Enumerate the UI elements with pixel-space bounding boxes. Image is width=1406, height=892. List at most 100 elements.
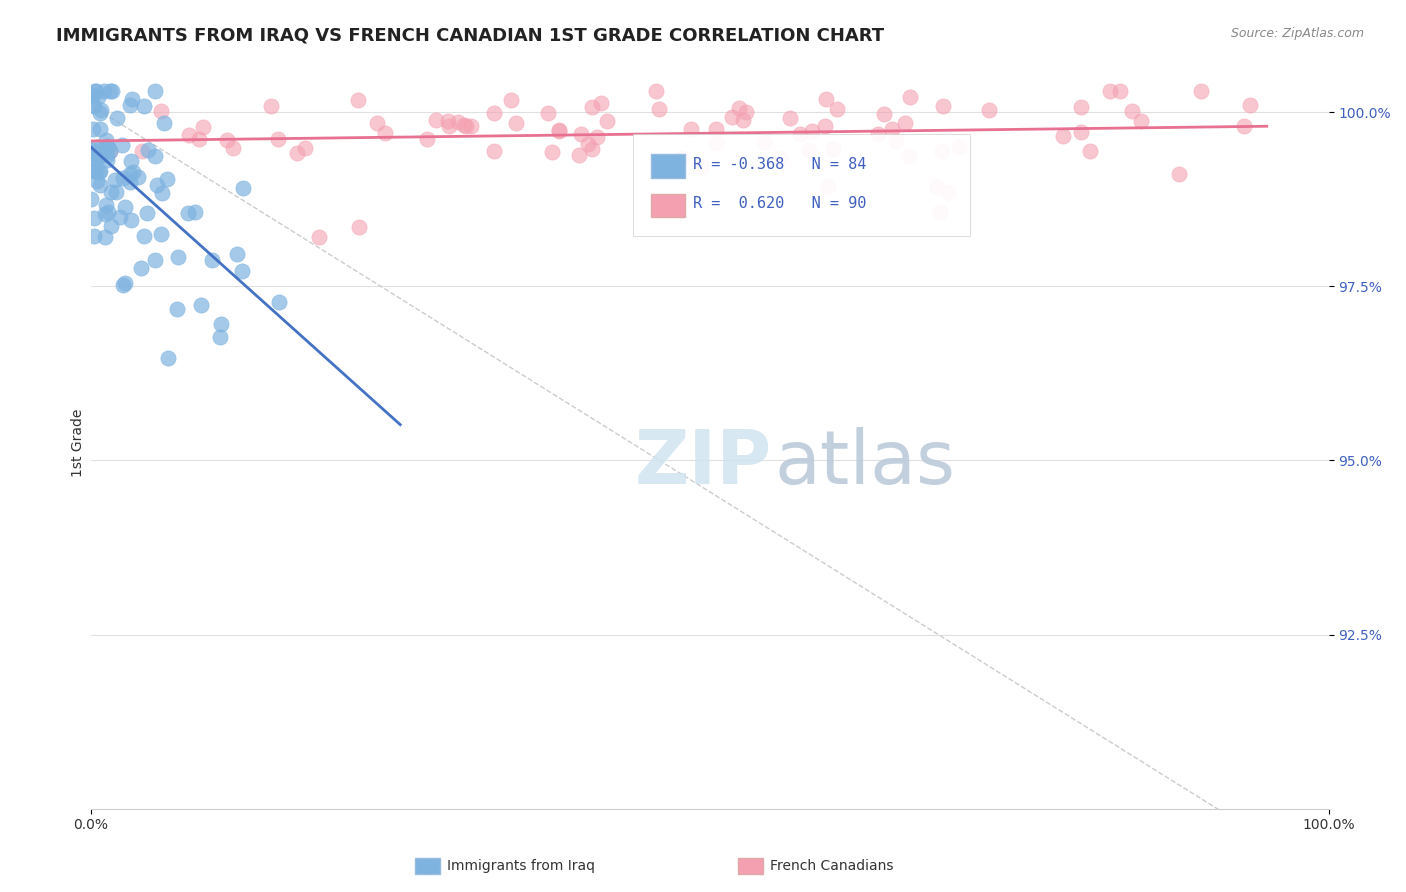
Point [89,178,111,192]
Point [437,119,460,133]
Point [87,165,110,179]
Point [143,253,166,268]
Point [267,132,290,146]
Point [294,141,316,155]
Point [541,145,564,160]
Point [96,148,118,162]
Point [215,133,238,147]
Point [800,124,823,138]
Point [110,210,132,224]
Point [209,317,232,331]
Point [1130,114,1153,128]
Point [111,137,134,152]
Point [100,219,122,233]
Point [146,178,169,192]
Point [94,133,117,147]
Point [93,229,115,244]
Point [153,115,176,129]
Point [734,105,756,120]
Point [453,118,475,132]
Point [120,153,142,168]
Point [94,198,117,212]
Point [225,247,247,261]
Point [129,261,152,276]
Point [90,103,112,117]
Point [89,149,111,163]
Point [936,185,959,199]
Point [208,330,231,344]
Point [789,128,811,142]
Point [97,205,120,219]
Point [821,142,844,156]
Point [231,264,253,278]
Text: Immigrants from Iraq: Immigrants from Iraq [447,859,595,873]
Point [131,145,153,159]
Point [166,302,188,317]
Point [1167,167,1189,181]
Point [374,126,396,140]
Point [669,152,692,166]
Point [132,228,155,243]
Point [86,174,108,188]
Point [143,149,166,163]
Point [595,114,617,128]
Point [104,185,127,199]
Point [880,121,903,136]
Point [120,175,142,189]
Point [948,139,970,153]
Point [190,298,212,312]
Point [817,178,839,193]
Point [96,153,118,167]
Point [581,142,603,156]
Point [89,143,111,157]
Point [84,84,107,98]
Point [568,148,591,162]
Point [87,150,110,164]
Point [267,294,290,309]
Point [537,106,560,120]
Point [82,150,104,164]
Point [120,213,142,227]
Point [84,157,107,171]
Point [769,151,792,165]
Point [87,90,110,104]
Text: ZIP: ZIP [634,427,772,500]
Point [188,132,211,146]
Point [127,170,149,185]
Text: IMMIGRANTS FROM IRAQ VS FRENCH CANADIAN 1ST GRADE CORRELATION CHART: IMMIGRANTS FROM IRAQ VS FRENCH CANADIAN … [56,27,884,45]
Text: French Canadians: French Canadians [770,859,894,873]
Point [112,278,135,293]
Point [659,159,682,173]
Point [437,114,460,128]
Point [505,116,527,130]
Point [1189,84,1212,98]
Point [752,136,775,150]
Point [704,136,727,150]
Point [898,90,921,104]
Point [366,116,388,130]
Point [416,132,439,146]
Point [720,110,742,124]
Point [645,84,668,98]
Text: R =  0.620   N = 90: R = 0.620 N = 90 [693,196,866,211]
Point [454,120,477,134]
Point [82,97,104,112]
Point [83,211,105,226]
Point [134,99,156,113]
Point [679,122,702,136]
Point [193,120,215,134]
Point [177,205,200,219]
Point [98,144,121,158]
Point [731,112,754,127]
Point [201,253,224,268]
Point [285,146,308,161]
Point [1070,100,1092,114]
Point [925,180,948,194]
Y-axis label: 1st Grade: 1st Grade [72,409,86,477]
Point [177,128,200,143]
Point [94,207,117,221]
Point [145,84,167,98]
Point [931,145,953,159]
Point [89,121,111,136]
Point [221,141,243,155]
